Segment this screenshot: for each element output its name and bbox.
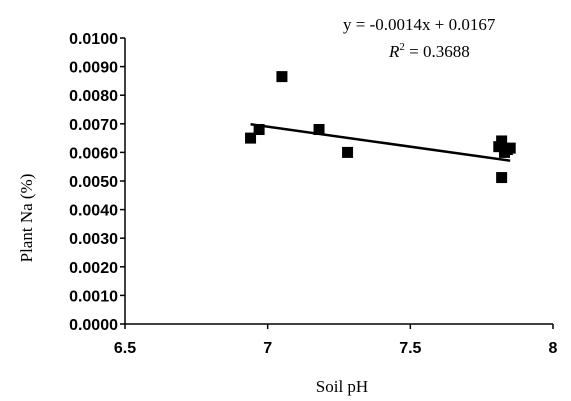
- y-axis-ticks: 0.0000 0.0010 0.0020 0.0030 0.0040 0.0050 0.00…: [69, 31, 125, 334]
- y-tick-label: 0.0080: [69, 88, 118, 105]
- data-point: [496, 135, 508, 147]
- x-axis-title: Soil pH: [316, 377, 368, 396]
- data-point: [342, 146, 354, 158]
- x-tick-label: 7: [263, 340, 272, 357]
- y-tick-label: 0.0000: [69, 317, 118, 334]
- data-points: [245, 71, 516, 184]
- data-point: [245, 132, 257, 144]
- axes: [124, 38, 553, 325]
- y-tick-label: 0.0020: [69, 260, 118, 277]
- x-tick-label: 7.5: [399, 340, 421, 357]
- r-squared-symbol: R: [388, 42, 400, 61]
- y-tick-label: 0.0060: [69, 145, 118, 162]
- x-tick-label: 8: [549, 340, 558, 357]
- y-tick-label: 0.0010: [69, 288, 118, 305]
- y-tick-label: 0.0030: [69, 231, 118, 248]
- trendline-equation: y = -0.0014x + 0.0167: [343, 15, 496, 34]
- data-point: [313, 124, 325, 136]
- data-point: [496, 172, 508, 184]
- x-axis-ticks: 6.5 7 7.5 8: [114, 324, 558, 357]
- data-point: [253, 124, 265, 136]
- trendline-group: [250, 123, 511, 162]
- data-point: [493, 141, 505, 153]
- y-tick-label: 0.0090: [69, 60, 118, 77]
- y-tick-label: 0.0050: [69, 174, 118, 191]
- y-tick-label: 0.0070: [69, 117, 118, 134]
- y-tick-label: 0.0100: [69, 31, 118, 48]
- y-tick-label: 0.0040: [69, 203, 118, 220]
- data-point: [276, 71, 288, 83]
- r-squared-value: = 0.3688: [405, 42, 470, 61]
- r-squared-superscript: 2: [399, 41, 405, 53]
- data-point: [504, 142, 516, 154]
- y-axis-title: Plant Na (%): [17, 174, 36, 263]
- trendline: [250, 123, 511, 162]
- r-squared-label: R2 = 0.3688: [388, 41, 470, 61]
- x-tick-label: 6.5: [114, 340, 136, 357]
